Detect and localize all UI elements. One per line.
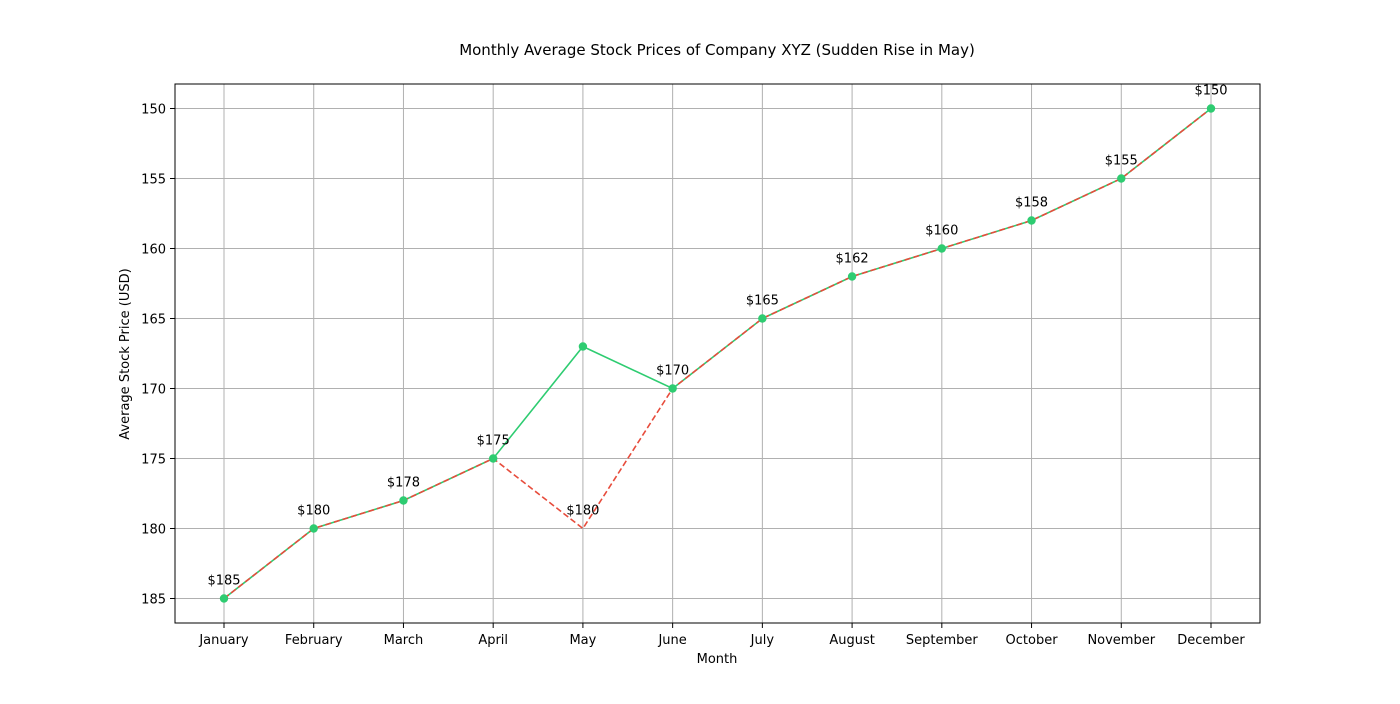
- x-tick-label: February: [285, 633, 343, 648]
- data-label: $180: [297, 504, 330, 519]
- x-tick-label: October: [1006, 633, 1059, 648]
- data-point: [1027, 216, 1036, 225]
- data-label: $180: [566, 504, 599, 519]
- x-tick-label: April: [478, 633, 508, 648]
- data-label: $165: [746, 294, 779, 309]
- data-point: [1117, 174, 1126, 183]
- data-point: [578, 342, 588, 351]
- data-labels: $185 $180 $178 $175 $180 $170 $165 $162 $160 $158…: [207, 84, 1227, 589]
- chart-title: Monthly Average Stock Prices of Company …: [459, 41, 975, 59]
- data-point: [668, 384, 677, 393]
- data-point: [219, 594, 229, 603]
- y-tick-label: 150: [141, 103, 166, 118]
- x-tick-label: January: [198, 633, 249, 648]
- data-point: [488, 454, 498, 463]
- y-tick-label: 165: [141, 313, 166, 328]
- y-tick-label: 180: [141, 523, 166, 538]
- plot-frame: [174, 83, 1261, 624]
- x-tick-label: September: [906, 633, 979, 648]
- data-point: [758, 314, 767, 323]
- grid: [175, 84, 1260, 623]
- data-point: [937, 244, 947, 253]
- data-label: $178: [387, 476, 420, 491]
- y-tick-label: 185: [141, 593, 166, 608]
- data-point: [1206, 104, 1216, 113]
- y-tick-label: 160: [141, 243, 166, 258]
- x-axis-label: Month: [697, 652, 738, 667]
- data-point: [399, 496, 408, 505]
- y-axis-label: Average Stock Price (USD): [118, 268, 133, 439]
- y-axis: 150 155 160 165 170 175 180 185: [141, 103, 175, 608]
- y-tick-label: 155: [141, 173, 166, 188]
- data-point: [847, 272, 857, 281]
- y-tick-label: 175: [141, 453, 166, 468]
- data-label: $158: [1015, 196, 1048, 211]
- data-label: $175: [477, 434, 510, 449]
- data-label: $185: [207, 574, 240, 589]
- y-tick-label: 170: [141, 383, 166, 398]
- data-label: $150: [1194, 84, 1227, 99]
- x-tick-label: July: [750, 633, 775, 648]
- x-tick-label: December: [1177, 633, 1245, 648]
- series-layer: [219, 104, 1216, 603]
- data-label: $155: [1105, 154, 1138, 169]
- series-line-2: [223, 107, 1212, 600]
- x-axis: January February March April May June July Augu…: [198, 623, 1245, 648]
- x-tick-label: March: [384, 633, 424, 648]
- data-label: $162: [836, 252, 869, 267]
- x-tick-label: May: [569, 633, 596, 648]
- data-label: $160: [925, 224, 958, 239]
- x-tick-label: June: [657, 633, 686, 648]
- x-tick-label: August: [829, 633, 875, 648]
- x-tick-label: November: [1087, 633, 1155, 648]
- data-point: [309, 524, 318, 533]
- data-label: $170: [656, 364, 689, 379]
